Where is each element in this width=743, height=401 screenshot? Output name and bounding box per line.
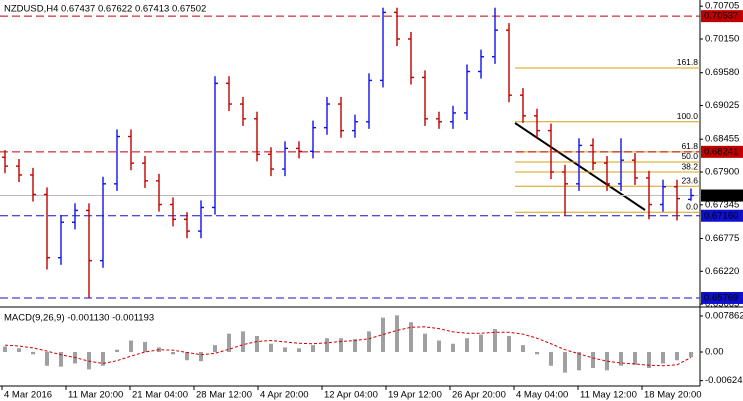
histogram-bar [199, 352, 203, 362]
chart-title: NZDUSD,H4 0.67437 0.67622 0.67413 0.6750… [4, 4, 206, 15]
histogram-bar [255, 335, 259, 352]
macd-title: MACD(9,26,9) -0.001130 -0.001193 [4, 313, 154, 324]
histogram-bar [619, 352, 623, 366]
x-tick-label: 26 Apr 20:00 [452, 390, 506, 401]
level-box [701, 291, 743, 304]
x-tick-label: 11 Mar 20:00 [68, 390, 123, 401]
level-box [701, 209, 743, 222]
x-tick-label: 19 Apr 12:00 [388, 390, 442, 401]
histogram-bar [115, 349, 119, 352]
level-label: 0.67502 [704, 190, 738, 201]
y-tick-label: 0.69025 [705, 100, 739, 111]
level-label: 0.70537 [704, 11, 738, 22]
histogram-bar [535, 352, 539, 355]
histogram-bar [129, 340, 133, 352]
histogram-bar [591, 352, 595, 369]
x-tick-label: 4 Mar 2016 [4, 390, 52, 401]
histogram-bar [437, 340, 441, 352]
signal-line [4, 326, 692, 367]
histogram-bar [577, 352, 581, 371]
histogram-bar [283, 347, 287, 352]
fibo-label: 23.6 [681, 175, 698, 185]
histogram-bar [675, 352, 679, 361]
x-tick-label: 4 Apr 20:00 [260, 390, 309, 401]
histogram-bar [605, 352, 609, 371]
x-tick-label: 18 May 20:00 [644, 390, 702, 401]
histogram-bar [423, 333, 427, 352]
y-tick-label: 0.68455 [705, 134, 739, 145]
fibo-label: 100.0 [677, 111, 699, 121]
x-tick-label: 12 Apr 04:00 [324, 390, 378, 401]
histogram-bar [297, 348, 301, 352]
histogram-bar [633, 352, 637, 365]
histogram-bar [381, 317, 385, 352]
histogram-bar [661, 352, 665, 364]
histogram-bar [647, 352, 651, 369]
fibo-label: 61.8 [681, 141, 698, 151]
level-label: 0.68241 [704, 146, 738, 157]
x-tick-label: 4 May 04:00 [516, 390, 568, 401]
histogram-bar [325, 338, 329, 352]
histogram-bar [353, 339, 357, 352]
histogram-bar [17, 348, 21, 352]
histogram-bar [185, 352, 189, 361]
histogram-bar [689, 352, 693, 358]
histogram-bar [451, 343, 455, 352]
x-tick-label: 11 May 12:00 [580, 390, 637, 401]
fibo-label: 38.2 [681, 161, 698, 171]
histogram-bar [549, 352, 553, 366]
histogram-bar [241, 331, 245, 352]
level-box [701, 10, 743, 23]
histogram-bar [563, 352, 567, 373]
x-tick-label: 21 Mar 04:00 [132, 390, 188, 401]
histogram-bar [479, 334, 483, 352]
histogram-bar [45, 352, 49, 366]
fibo-label: 161.8 [677, 57, 699, 67]
histogram-bar [521, 345, 525, 352]
histogram-bar [465, 338, 469, 352]
y-tick-label: 0.66220 [705, 266, 739, 277]
level-box [701, 145, 743, 158]
histogram-bar [3, 346, 7, 352]
fibo-label: 50.0 [681, 151, 698, 161]
histogram-bar [31, 352, 35, 355]
fibo-label: 0.0 [686, 201, 698, 211]
level-box [701, 189, 743, 202]
y-tick-label: 0.00 [705, 347, 724, 358]
histogram-bar [409, 322, 413, 352]
histogram-bar [395, 315, 399, 352]
histogram-bar [171, 352, 175, 355]
y-tick-label: 0.65665 [705, 299, 739, 310]
histogram-bar [213, 345, 217, 352]
histogram-bar [59, 352, 63, 367]
y-tick-label: 0.67345 [705, 199, 739, 210]
histogram-bar [101, 352, 105, 366]
y-tick-label: 0.70705 [705, 1, 739, 12]
level-label: 0.65769 [704, 292, 738, 303]
histogram-bar [311, 345, 315, 352]
y-tick-label: 0.67900 [705, 167, 739, 178]
y-tick-label: 0.66775 [705, 233, 739, 244]
histogram-bar [339, 338, 343, 352]
histogram-bar [507, 335, 511, 352]
histogram-bar [143, 341, 147, 352]
y-tick-label: -0.006247 [705, 375, 743, 386]
histogram-bar [227, 333, 231, 352]
y-tick-label: 0.70150 [705, 34, 739, 45]
y-tick-label: 0.007862 [705, 310, 743, 321]
histogram-bar [493, 329, 497, 352]
y-tick-label: 0.69580 [705, 67, 739, 78]
histogram-bar [269, 343, 273, 352]
x-tick-label: 28 Mar 12:00 [196, 390, 252, 401]
level-label: 0.67160 [704, 210, 738, 221]
histogram-bar [367, 331, 371, 352]
